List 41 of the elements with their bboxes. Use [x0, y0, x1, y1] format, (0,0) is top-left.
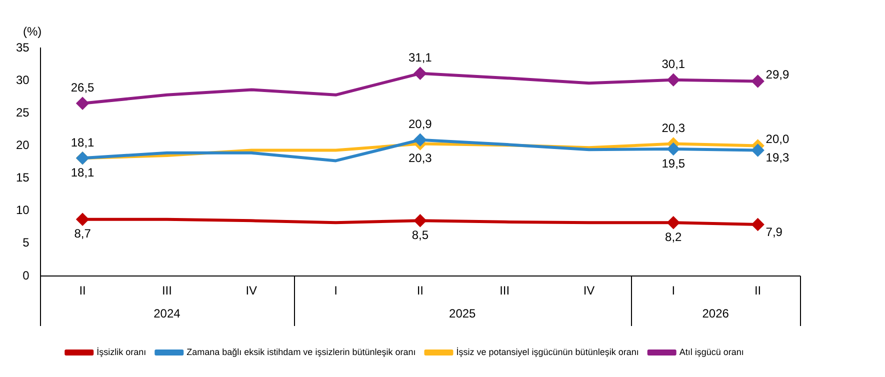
text: 2026 — [702, 306, 730, 320]
y-tick-label: 30 — [16, 72, 30, 87]
x-tick-label: I — [672, 284, 676, 298]
data-label: 26,5 — [70, 80, 95, 95]
y-tick-label: 35 — [16, 40, 30, 54]
data-label: 7,9 — [766, 224, 783, 239]
y-tick-label: 15 — [16, 170, 30, 185]
data-label: 20,3 — [408, 151, 432, 166]
y-tick-label: 25 — [16, 105, 30, 120]
data-label: 20,9 — [408, 117, 432, 132]
legend-label: Zamana bağlı eksik istihdam ve işsizlerin bütünleşik oranı — [186, 346, 416, 357]
data-label: 31,1 — [408, 50, 432, 65]
data-label: 8,2 — [665, 230, 682, 244]
data-label: 29,9 — [766, 68, 790, 82]
data-label: 19,3 — [766, 150, 790, 165]
x-tick-label: II — [754, 284, 762, 298]
text: 2025 — [449, 306, 476, 320]
y-tick-label: 10 — [16, 203, 30, 218]
data-label: 18,1 — [70, 165, 95, 180]
data-label: 30,1 — [662, 57, 686, 72]
x-tick-label: IV — [583, 284, 595, 298]
text: 2024 — [154, 306, 181, 320]
legend-label: İşsiz ve potansiyel işgücünün bütünleşik oranı — [456, 346, 639, 357]
x-tick-label: III — [162, 284, 172, 298]
data-label: 20,3 — [662, 121, 686, 136]
x-tick-label: I — [334, 284, 338, 298]
y-tick-label: 20 — [16, 138, 30, 152]
data-label: 18,1 — [70, 135, 95, 150]
x-tick-label: III — [500, 284, 510, 298]
x-tick-label: II — [79, 284, 86, 298]
x-tick-label: IV — [246, 284, 258, 298]
data-label: 8,5 — [412, 228, 429, 242]
y-tick-label: 0 — [22, 268, 30, 282]
data-label: 20,0 — [766, 132, 790, 146]
legend-label: İşsizlik oranı — [96, 346, 146, 357]
y-axis-title: (%) — [23, 24, 42, 38]
legend-label: Atıl işgücü oranı — [679, 346, 744, 357]
data-label: 19,5 — [662, 156, 686, 170]
x-tick-label: II — [416, 284, 424, 298]
data-label: 8,7 — [74, 226, 92, 241]
y-tick-label: 5 — [22, 236, 30, 250]
